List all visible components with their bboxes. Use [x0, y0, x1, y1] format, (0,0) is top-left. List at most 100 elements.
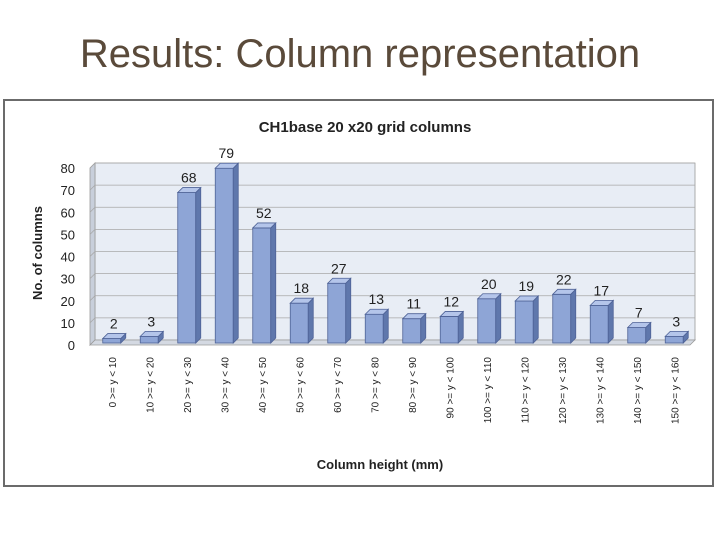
y-tick-label: 80: [61, 161, 75, 176]
y-tick-labels: 0 10 20 30 40 50 60 70 80: [61, 161, 75, 353]
bar-front: [514, 300, 534, 344]
bar-top: [101, 333, 127, 339]
bar: [139, 330, 165, 344]
gridline-side: [89, 273, 96, 279]
x-tick-label: 50 >= y < 60: [295, 357, 306, 413]
data-label: 19: [518, 278, 534, 294]
x-tick-label: 10 >= y < 20: [145, 357, 156, 413]
data-label: 52: [256, 205, 272, 221]
bar: [101, 332, 127, 344]
y-tick-label: 50: [61, 227, 75, 242]
bar-front: [477, 298, 497, 344]
y-tick-label: 10: [61, 316, 75, 331]
bar: [364, 308, 390, 344]
bar-side: [307, 297, 314, 344]
bar: [476, 292, 502, 344]
data-label: 12: [443, 293, 459, 309]
y-tick-label: 70: [61, 183, 75, 198]
data-label: 27: [331, 260, 347, 276]
bar: [176, 186, 202, 344]
bar-front: [252, 227, 272, 344]
bar-side: [232, 162, 239, 344]
gridline-side: [89, 162, 96, 169]
bar-side: [532, 294, 539, 344]
bar-front: [289, 302, 309, 344]
data-label: 18: [293, 280, 309, 296]
bar-top: [214, 162, 240, 169]
data-label: 3: [147, 313, 155, 329]
bar-front: [327, 282, 347, 344]
gridline-side: [89, 295, 96, 302]
chart-frame: 0 10 20 30 40 50 60 70 80 2 3 68 79 52 18 27 13 11 12 20 19…: [3, 99, 714, 487]
data-label: 7: [635, 305, 643, 321]
bar-front: [364, 313, 384, 344]
bars: [101, 162, 690, 344]
bar-chart: 0 10 20 30 40 50 60 70 80 2 3 68 79 52 18 27 13 11 12 20 19…: [30, 119, 696, 472]
data-label: 13: [368, 291, 384, 307]
bar-top: [514, 295, 540, 302]
bar-top: [439, 311, 465, 317]
bar: [289, 297, 315, 344]
bar-front: [102, 338, 122, 344]
bar-side: [195, 186, 202, 344]
y-tick-label: 0: [68, 338, 75, 353]
x-tick-label: 100 >= y < 110: [483, 357, 494, 424]
bar-front: [589, 304, 609, 344]
data-label: 17: [593, 282, 609, 298]
bar: [589, 299, 615, 344]
x-tick-label: 0 >= y < 10: [108, 357, 119, 408]
x-tick-label: 60 >= y < 70: [333, 357, 344, 413]
data-label: 3: [672, 313, 680, 329]
bar-top: [476, 293, 502, 300]
bar-top: [589, 299, 615, 306]
x-tick-label: 140 >= y < 150: [633, 357, 644, 424]
data-label: 20: [481, 276, 497, 292]
bar-top: [176, 187, 202, 193]
y-tick-label: 30: [61, 272, 75, 287]
x-tick-label: 90 >= y < 100: [445, 357, 456, 419]
x-tick-label: 130 >= y < 140: [595, 357, 606, 424]
bar-side: [270, 221, 277, 344]
bar: [626, 321, 652, 344]
bar-top: [551, 288, 577, 295]
data-labels: 2 3 68 79 52 18 27 13 11 12 20 19 22 17 7 3: [110, 145, 681, 331]
bar-top: [664, 330, 690, 337]
gridline-side: [89, 229, 96, 235]
bar: [401, 312, 427, 344]
gridline-side: [89, 317, 96, 324]
bar-front: [552, 293, 572, 344]
plot-floor: [89, 339, 696, 346]
bar-top: [626, 322, 652, 328]
bar: [664, 330, 690, 344]
gridline-side: [89, 184, 96, 191]
data-label: 11: [406, 296, 421, 312]
data-label: 68: [181, 170, 197, 186]
bar-front: [177, 192, 197, 344]
bar-top: [289, 297, 315, 304]
bar: [251, 221, 277, 344]
x-tick-label: 80 >= y < 90: [408, 357, 419, 413]
x-tick-label: 40 >= y < 50: [258, 357, 269, 413]
y-axis-label: No. of columns: [30, 206, 45, 300]
x-tick-label: 150 >= y < 160: [670, 357, 681, 424]
bar-side: [607, 299, 614, 344]
y-tick-label: 60: [61, 205, 75, 220]
bar: [551, 288, 577, 344]
bar-side: [382, 308, 389, 344]
bar-top: [364, 308, 390, 315]
data-label: 22: [556, 271, 572, 287]
bar-top: [139, 330, 165, 337]
bar-front: [627, 327, 647, 344]
bar-side: [570, 288, 577, 344]
data-label: 2: [110, 316, 118, 332]
bar: [214, 162, 240, 344]
x-tick-label: 110 >= y < 120: [520, 357, 531, 424]
bar: [326, 277, 352, 344]
bar-front: [439, 316, 459, 344]
bar-front: [214, 167, 234, 344]
x-axis-label: Column height (mm): [317, 457, 443, 472]
bar: [514, 294, 540, 344]
x-tick-labels: 0 >= y < 10 10 >= y < 20 20 >= y < 30 30 >=…: [108, 357, 682, 424]
x-tick-label: 120 >= y < 130: [558, 357, 569, 424]
bar-front: [402, 318, 422, 344]
